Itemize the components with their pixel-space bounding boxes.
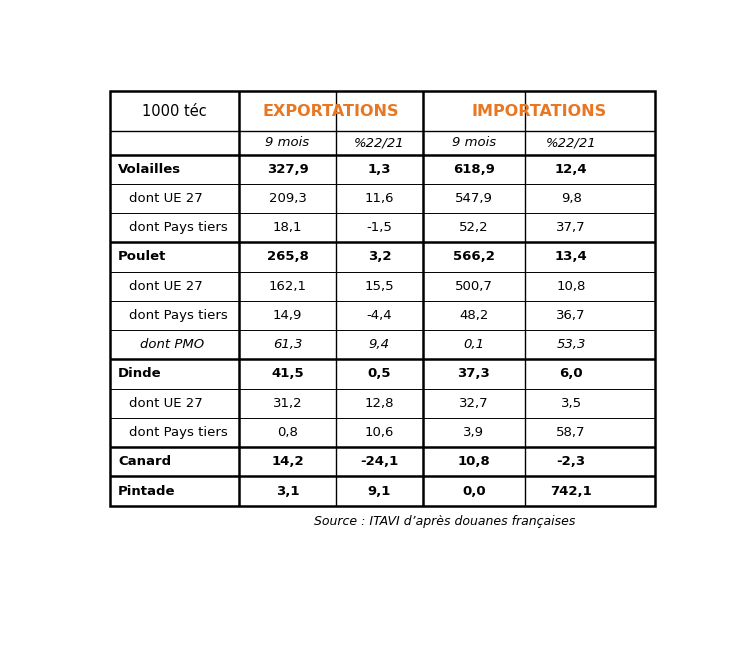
Text: 618,9: 618,9	[453, 163, 495, 176]
Text: 9,8: 9,8	[561, 192, 582, 205]
Text: 0,0: 0,0	[462, 484, 486, 497]
Text: 10,6: 10,6	[365, 426, 394, 439]
Text: 18,1: 18,1	[273, 221, 303, 234]
Text: 742,1: 742,1	[551, 484, 592, 497]
Text: Pintade: Pintade	[118, 484, 176, 497]
Text: 9 mois: 9 mois	[265, 136, 309, 149]
Text: 6,0: 6,0	[560, 368, 583, 380]
Text: 3,5: 3,5	[560, 397, 582, 410]
Text: 53,3: 53,3	[557, 339, 586, 351]
Text: -2,3: -2,3	[557, 455, 586, 468]
Text: 3,2: 3,2	[368, 251, 391, 264]
Text: 0,5: 0,5	[368, 368, 391, 380]
Text: 32,7: 32,7	[459, 397, 489, 410]
Text: 15,5: 15,5	[365, 280, 394, 293]
Text: dont UE 27: dont UE 27	[129, 397, 202, 410]
Text: Dinde: Dinde	[118, 368, 162, 380]
Text: 3,1: 3,1	[276, 484, 300, 497]
Text: -4,4: -4,4	[367, 309, 392, 322]
Text: 14,2: 14,2	[271, 455, 304, 468]
Text: Canard: Canard	[118, 455, 171, 468]
Text: 547,9: 547,9	[455, 192, 493, 205]
Text: 162,1: 162,1	[268, 280, 306, 293]
Text: 9 mois: 9 mois	[452, 136, 496, 149]
Text: -24,1: -24,1	[360, 455, 398, 468]
Text: 12,4: 12,4	[555, 163, 587, 176]
Text: 566,2: 566,2	[453, 251, 495, 264]
Text: 14,9: 14,9	[273, 309, 303, 322]
Bar	[111, 91, 655, 506]
Text: 41,5: 41,5	[271, 368, 304, 380]
Text: 3,9: 3,9	[463, 426, 484, 439]
Text: dont UE 27: dont UE 27	[129, 280, 202, 293]
Text: %22/21: %22/21	[354, 136, 405, 149]
Text: dont Pays tiers: dont Pays tiers	[129, 309, 228, 322]
Text: 10,8: 10,8	[457, 455, 490, 468]
Text: 9,1: 9,1	[368, 484, 391, 497]
Bar	[111, 91, 655, 506]
Text: 500,7: 500,7	[455, 280, 493, 293]
Text: 58,7: 58,7	[557, 426, 586, 439]
Text: %22/21: %22/21	[546, 136, 596, 149]
Text: Source : ITAVI d’après douanes françaises: Source : ITAVI d’après douanes française…	[314, 515, 575, 528]
Text: 36,7: 36,7	[557, 309, 586, 322]
Text: dont UE 27: dont UE 27	[129, 192, 202, 205]
Text: 1,3: 1,3	[368, 163, 391, 176]
Text: 327,9: 327,9	[267, 163, 309, 176]
Text: dont PMO: dont PMO	[140, 339, 204, 351]
Text: dont Pays tiers: dont Pays tiers	[129, 426, 228, 439]
Text: 10,8: 10,8	[557, 280, 586, 293]
Text: IMPORTATIONS: IMPORTATIONS	[471, 104, 607, 119]
Text: 0,1: 0,1	[463, 339, 484, 351]
Text: 31,2: 31,2	[273, 397, 303, 410]
Text: 61,3: 61,3	[273, 339, 303, 351]
Text: 37,7: 37,7	[557, 221, 586, 234]
Text: 12,8: 12,8	[365, 397, 394, 410]
Text: 9,4: 9,4	[369, 339, 390, 351]
Text: 265,8: 265,8	[267, 251, 309, 264]
Text: 209,3: 209,3	[269, 192, 306, 205]
Text: EXPORTATIONS: EXPORTATIONS	[263, 104, 399, 119]
Text: -1,5: -1,5	[367, 221, 392, 234]
Text: 48,2: 48,2	[459, 309, 489, 322]
Text: 1000 téc: 1000 téc	[143, 104, 207, 119]
Text: 52,2: 52,2	[459, 221, 489, 234]
Text: 0,8: 0,8	[277, 426, 298, 439]
Text: dont Pays tiers: dont Pays tiers	[129, 221, 228, 234]
Text: Volailles: Volailles	[118, 163, 182, 176]
Text: 11,6: 11,6	[365, 192, 394, 205]
Text: 13,4: 13,4	[555, 251, 588, 264]
Text: 37,3: 37,3	[457, 368, 490, 380]
Text: Poulet: Poulet	[118, 251, 167, 264]
